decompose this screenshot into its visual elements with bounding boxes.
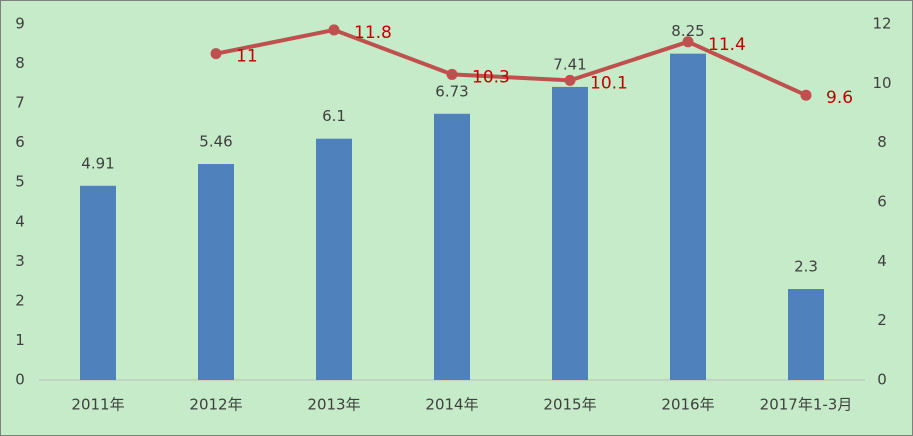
- bar-value-label: 5.46: [199, 133, 232, 151]
- bar: [316, 138, 352, 380]
- x-tick-label: 2011年: [71, 396, 124, 414]
- y-tick-label: 0: [15, 371, 25, 389]
- line-value-label: 11.4: [708, 35, 746, 55]
- y-tick-label: 1: [15, 331, 25, 349]
- bar: [552, 86, 588, 380]
- y-tick-label: 8: [15, 54, 25, 72]
- line-value-label: 9.6: [826, 88, 853, 108]
- y-tick-label: 9: [15, 15, 25, 33]
- y2-tick-label: 4: [877, 252, 887, 270]
- y2-tick-label: 12: [872, 15, 891, 33]
- y2-tick-label: 2: [877, 311, 887, 329]
- x-tick-label: 2013年: [307, 396, 360, 414]
- bar-value-label: 7.41: [553, 55, 586, 73]
- y-tick-label: 6: [15, 133, 25, 151]
- line-marker: [210, 48, 222, 60]
- y2-tick-label: 6: [877, 193, 887, 211]
- bar: [198, 164, 234, 380]
- x-tick-label: 2015年: [543, 396, 596, 414]
- bar-value-label: 6.73: [435, 82, 468, 100]
- line-value-label: 10.1: [590, 73, 628, 93]
- y-tick-label: 3: [15, 252, 25, 270]
- y-tick-label: 2: [15, 291, 25, 309]
- y-tick-label: 5: [15, 173, 25, 191]
- line-value-label: 11: [236, 47, 258, 67]
- y-tick-label: 7: [15, 94, 25, 112]
- x-tick-label: 2016年: [661, 396, 714, 414]
- x-tick-label: 2017年1-3月: [760, 396, 853, 414]
- bar: [670, 53, 706, 381]
- y2-tick-label: 10: [872, 74, 891, 92]
- bar-value-label: 2.3: [794, 258, 818, 276]
- line-marker: [564, 74, 576, 86]
- y-tick-label: 4: [15, 212, 25, 230]
- bar: [788, 289, 824, 380]
- bar: [80, 185, 116, 380]
- line-value-label: 11.8: [354, 23, 392, 43]
- line-marker: [446, 68, 458, 80]
- bar-value-label: 4.91: [81, 154, 114, 172]
- line: [215, 27, 807, 98]
- y2-tick-label: 8: [877, 133, 887, 151]
- y2-tick-label: 0: [877, 371, 887, 389]
- bar-value-label: 6.1: [322, 107, 346, 125]
- line-value-label: 10.3: [472, 67, 510, 87]
- bar: [434, 113, 470, 381]
- x-tick-label: 2012年: [189, 396, 242, 414]
- line-marker: [328, 24, 340, 36]
- x-tick-label: 2014年: [425, 396, 478, 414]
- line-marker: [682, 36, 694, 48]
- bar-value-label: 8.25: [671, 22, 704, 40]
- line-marker: [800, 89, 812, 101]
